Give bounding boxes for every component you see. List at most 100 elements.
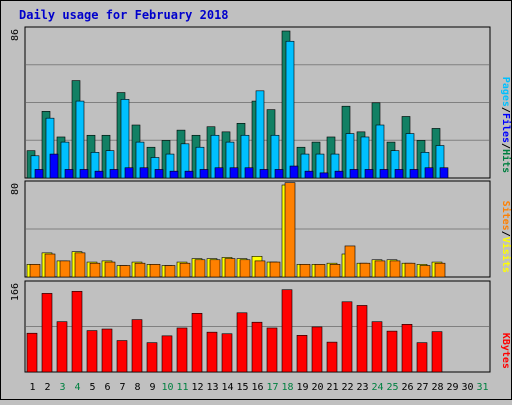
bar-pages-day-4 (79, 169, 89, 179)
bar-kbytes-day-15 (236, 312, 248, 373)
bar-kbytes-day-10 (161, 335, 173, 373)
bar-pages-day-26 (409, 169, 419, 179)
bar-sites-day-6 (104, 261, 116, 278)
bar-sites-day-23 (359, 262, 371, 278)
max-label-kbytes: 166 (10, 283, 21, 301)
bar-sites-day-25 (389, 260, 401, 278)
day-label-23: 23 (356, 382, 368, 393)
bar-sites-day-28 (434, 262, 446, 278)
day-label-22: 22 (341, 382, 353, 393)
day-label-9: 9 (149, 382, 155, 393)
bar-kbytes-day-2 (41, 293, 53, 373)
day-label-7: 7 (119, 382, 125, 393)
bar-sites-day-1 (29, 264, 41, 278)
bar-kbytes-day-26 (401, 324, 413, 373)
bar-kbytes-day-28 (431, 331, 443, 373)
bar-kbytes-day-20 (311, 326, 323, 373)
legend-item-slash-1: / (500, 107, 511, 113)
bar-sites-day-3 (59, 260, 71, 278)
bar-kbytes-day-3 (56, 321, 68, 373)
bar-sites-day-26 (404, 262, 416, 278)
bar-pages-day-2 (49, 153, 59, 179)
day-label-30: 30 (461, 382, 473, 393)
bar-sites-day-20 (314, 264, 326, 278)
bar-kbytes-day-12 (191, 313, 203, 373)
bar-pages-day-13 (214, 167, 224, 179)
bar-sites-day-10 (164, 265, 176, 278)
bar-sites-day-21 (329, 264, 341, 278)
bar-pages-day-18 (289, 165, 299, 179)
bar-kbytes-day-6 (101, 328, 113, 373)
bar-pages-day-6 (109, 169, 119, 179)
bar-pages-day-25 (394, 169, 404, 179)
bar-sites-day-7 (119, 265, 131, 278)
day-label-26: 26 (401, 382, 413, 393)
bar-sites-day-5 (89, 262, 101, 278)
bar-sites-day-2 (44, 253, 56, 278)
bar-pages-day-22 (349, 169, 359, 179)
legend-item-sites-0: Sites (500, 201, 512, 231)
bar-pages-day-10 (169, 170, 179, 179)
bar-sites-day-17 (269, 261, 281, 278)
bar-pages-day-21 (334, 170, 344, 179)
bar-pages-day-17 (274, 169, 284, 179)
bar-kbytes-day-13 (206, 331, 218, 373)
bar-pages-day-16 (259, 169, 269, 179)
bar-sites-day-11 (179, 262, 191, 278)
legend-item-kbytes-0: KBytes (500, 333, 511, 369)
day-label-29: 29 (446, 382, 458, 393)
chart-title: Daily usage for February 2018 (19, 8, 229, 22)
legend-item-slash-3: / (500, 143, 511, 149)
legend-visits-sites: Sites/Visits (500, 201, 512, 273)
bar-sites-day-18 (284, 182, 296, 278)
bar-pages-day-15 (244, 167, 254, 179)
bar-pages-day-14 (229, 167, 239, 179)
bar-kbytes-day-17 (266, 327, 278, 373)
legend-item-visits-2: Visits (500, 237, 512, 273)
bar-pages-day-12 (199, 169, 209, 179)
day-label-10: 10 (161, 382, 173, 393)
bar-pages-day-11 (184, 170, 194, 179)
day-label-11: 11 (176, 382, 188, 393)
bar-sites-day-22 (344, 245, 356, 278)
bar-sites-day-15 (239, 259, 251, 278)
day-label-6: 6 (104, 382, 110, 393)
bar-kbytes-day-21 (326, 341, 338, 373)
bar-sites-day-9 (149, 264, 161, 278)
day-label-8: 8 (134, 382, 140, 393)
day-label-21: 21 (326, 382, 338, 393)
day-label-4: 4 (74, 382, 80, 393)
bar-sites-day-19 (299, 264, 311, 278)
bar-pages-day-27 (424, 167, 434, 179)
day-label-15: 15 (236, 382, 248, 393)
bar-kbytes-day-4 (71, 290, 83, 373)
bar-files-day-4 (75, 100, 85, 179)
day-label-27: 27 (416, 382, 428, 393)
max-label-visits-sites: 80 (10, 183, 21, 195)
bar-pages-day-3 (64, 169, 74, 179)
day-label-24: 24 (371, 382, 383, 393)
legend-pages-files-hits: Pages/Files/Hits (500, 77, 512, 173)
bar-kbytes-day-8 (131, 319, 143, 373)
legend-item-hits-4: Hits (500, 149, 512, 173)
bar-kbytes-day-1 (26, 332, 38, 373)
day-label-1: 1 (29, 382, 35, 393)
bar-kbytes-day-24 (371, 321, 383, 373)
bar-files-day-7 (120, 99, 130, 179)
max-label-pages-files-hits: 86 (10, 29, 21, 41)
day-label-3: 3 (59, 382, 65, 393)
day-label-28: 28 (431, 382, 443, 393)
bar-kbytes-day-19 (296, 335, 308, 373)
bar-pages-day-20 (319, 172, 329, 179)
bar-sites-day-14 (224, 258, 236, 278)
bar-sites-day-27 (419, 265, 431, 278)
bar-kbytes-day-14 (221, 333, 233, 373)
bar-kbytes-day-23 (356, 305, 368, 373)
bar-pages-day-5 (94, 170, 104, 179)
bar-kbytes-day-9 (146, 342, 158, 373)
day-label-5: 5 (89, 382, 95, 393)
bar-sites-day-16 (254, 260, 266, 278)
bar-kbytes-day-11 (176, 327, 188, 373)
